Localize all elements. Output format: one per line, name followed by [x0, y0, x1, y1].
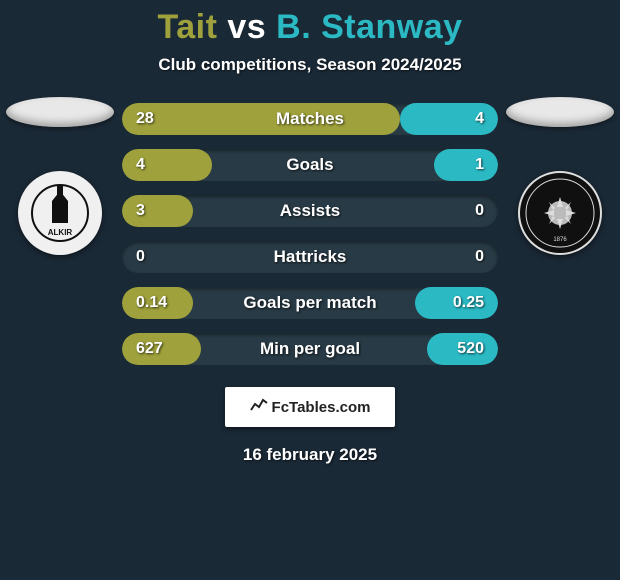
stat-row-goals-per-match: 0.14Goals per match0.25 — [122, 287, 498, 319]
player1-name: Tait — [157, 8, 217, 46]
stat-value-right: 0.25 — [453, 294, 484, 312]
player1-silhouette — [6, 97, 114, 127]
stat-row-hattricks: 0Hattricks0 — [122, 241, 498, 273]
player1-club-badge: ALKIR — [18, 171, 102, 255]
stat-value-right: 4 — [475, 110, 484, 128]
stat-row-matches: 28Matches4 — [122, 103, 498, 135]
main-comparison-area: ALKIR 28Matches44Goals13Assists00Hattric… — [0, 103, 620, 365]
stat-label: Goals per match — [122, 293, 498, 313]
subtitle: Club competitions, Season 2024/2025 — [0, 55, 620, 75]
stat-label: Min per goal — [122, 339, 498, 359]
badge-left-text: ALKIR — [48, 228, 73, 237]
stat-value-right: 0 — [475, 202, 484, 220]
falkirk-badge-icon: ALKIR — [30, 183, 90, 243]
stat-row-assists: 3Assists0 — [122, 195, 498, 227]
right-player-column: PARTICK THISTLE 1876 — [504, 97, 616, 365]
player2-name: B. Stanway — [276, 8, 462, 46]
badge-right-year: 1876 — [553, 237, 567, 243]
partick-thistle-badge-icon: PARTICK THISTLE 1876 — [524, 177, 596, 249]
date-text: 16 february 2025 — [0, 445, 620, 465]
stat-value-right: 1 — [475, 156, 484, 174]
title-vs: vs — [227, 8, 266, 46]
player2-club-badge: PARTICK THISTLE 1876 — [518, 171, 602, 255]
stat-label: Hattricks — [122, 247, 498, 267]
player2-silhouette — [506, 97, 614, 127]
stat-value-right: 520 — [457, 340, 484, 358]
stat-label: Assists — [122, 201, 498, 221]
stat-label: Matches — [122, 109, 498, 129]
stat-row-min-per-goal: 627Min per goal520 — [122, 333, 498, 365]
left-player-column: ALKIR — [4, 97, 116, 365]
brand-text: FcTables.com — [272, 399, 371, 416]
comparison-infographic: Tait vs B. Stanway Club competitions, Se… — [0, 0, 620, 580]
stats-bars-column: 28Matches44Goals13Assists00Hattricks00.1… — [116, 103, 504, 365]
stat-label: Goals — [122, 155, 498, 175]
brand-badge: FcTables.com — [225, 387, 395, 427]
page-title: Tait vs B. Stanway — [0, 0, 620, 47]
stat-row-goals: 4Goals1 — [122, 149, 498, 181]
stat-value-right: 0 — [475, 248, 484, 266]
chart-icon — [250, 398, 268, 417]
